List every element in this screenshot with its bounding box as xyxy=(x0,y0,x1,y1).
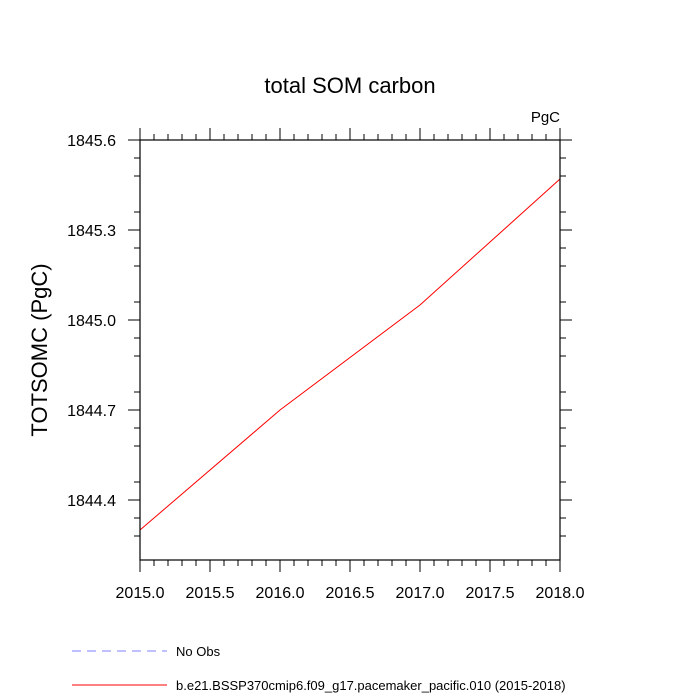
x-tick-label: 2016.0 xyxy=(256,585,305,602)
legend-label: No Obs xyxy=(176,644,221,659)
x-tick-label: 2017.0 xyxy=(396,585,445,602)
y-tick-label: 1844.7 xyxy=(67,403,116,420)
y-tick-label: 1845.0 xyxy=(67,313,116,330)
x-tick-label: 2016.5 xyxy=(326,585,375,602)
x-tick-label: 2017.5 xyxy=(466,585,515,602)
plot-frame xyxy=(139,139,561,561)
y-axis-label: TOTSOMC (PgC) xyxy=(27,263,52,436)
series-line xyxy=(139,178,561,531)
y-tick-label: 1845.6 xyxy=(67,133,116,150)
axis-ticks: 2015.0 2015.5 2016.0 2016.5 2017.0 2017.5 2018… xyxy=(67,128,585,602)
y-tick-label: 1844.4 xyxy=(67,493,116,510)
units-label: PgC xyxy=(531,109,560,126)
legend: No Obs b.e21.BSSP370cmip6.f09_g17.pacemak… xyxy=(72,644,566,693)
series-layer xyxy=(139,178,561,531)
legend-label: b.e21.BSSP370cmip6.f09_g17.pacemaker_pac… xyxy=(176,678,566,693)
x-tick-label: 2015.5 xyxy=(186,585,235,602)
x-tick-label: 2018.0 xyxy=(536,585,585,602)
x-tick-label: 2015.0 xyxy=(116,585,165,602)
y-tick-label: 1845.3 xyxy=(67,223,116,240)
chart-title: total SOM carbon xyxy=(264,73,435,98)
